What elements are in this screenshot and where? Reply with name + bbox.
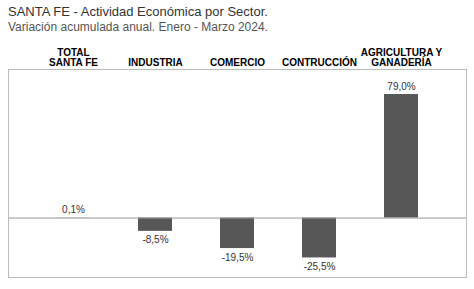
svg-text:COMERCIO: COMERCIO: [210, 57, 265, 68]
svg-text:-8,5%: -8,5%: [142, 234, 168, 245]
svg-text:AGRICULTURA YGANADERÍA: AGRICULTURA YGANADERÍA: [361, 47, 443, 68]
svg-text:INDUSTRIA: INDUSTRIA: [128, 57, 182, 68]
svg-text:CONTRUCCIÓN: CONTRUCCIÓN: [282, 56, 357, 68]
svg-text:-25,5%: -25,5%: [304, 261, 336, 272]
svg-text:TOTALSANTA FE: TOTALSANTA FE: [49, 47, 98, 68]
svg-text:-19,5%: -19,5%: [222, 252, 254, 263]
svg-text:79,0%: 79,0%: [387, 81, 415, 92]
svg-text:0,1%: 0,1%: [62, 204, 85, 215]
html-text:Variación acumulada anual. Ene: Variación acumulada anual. Enero - Marzo…: [8, 20, 268, 34]
html-text:SANTA FE - Actividad Económica: SANTA FE - Actividad Económica por Secto…: [8, 4, 268, 19]
